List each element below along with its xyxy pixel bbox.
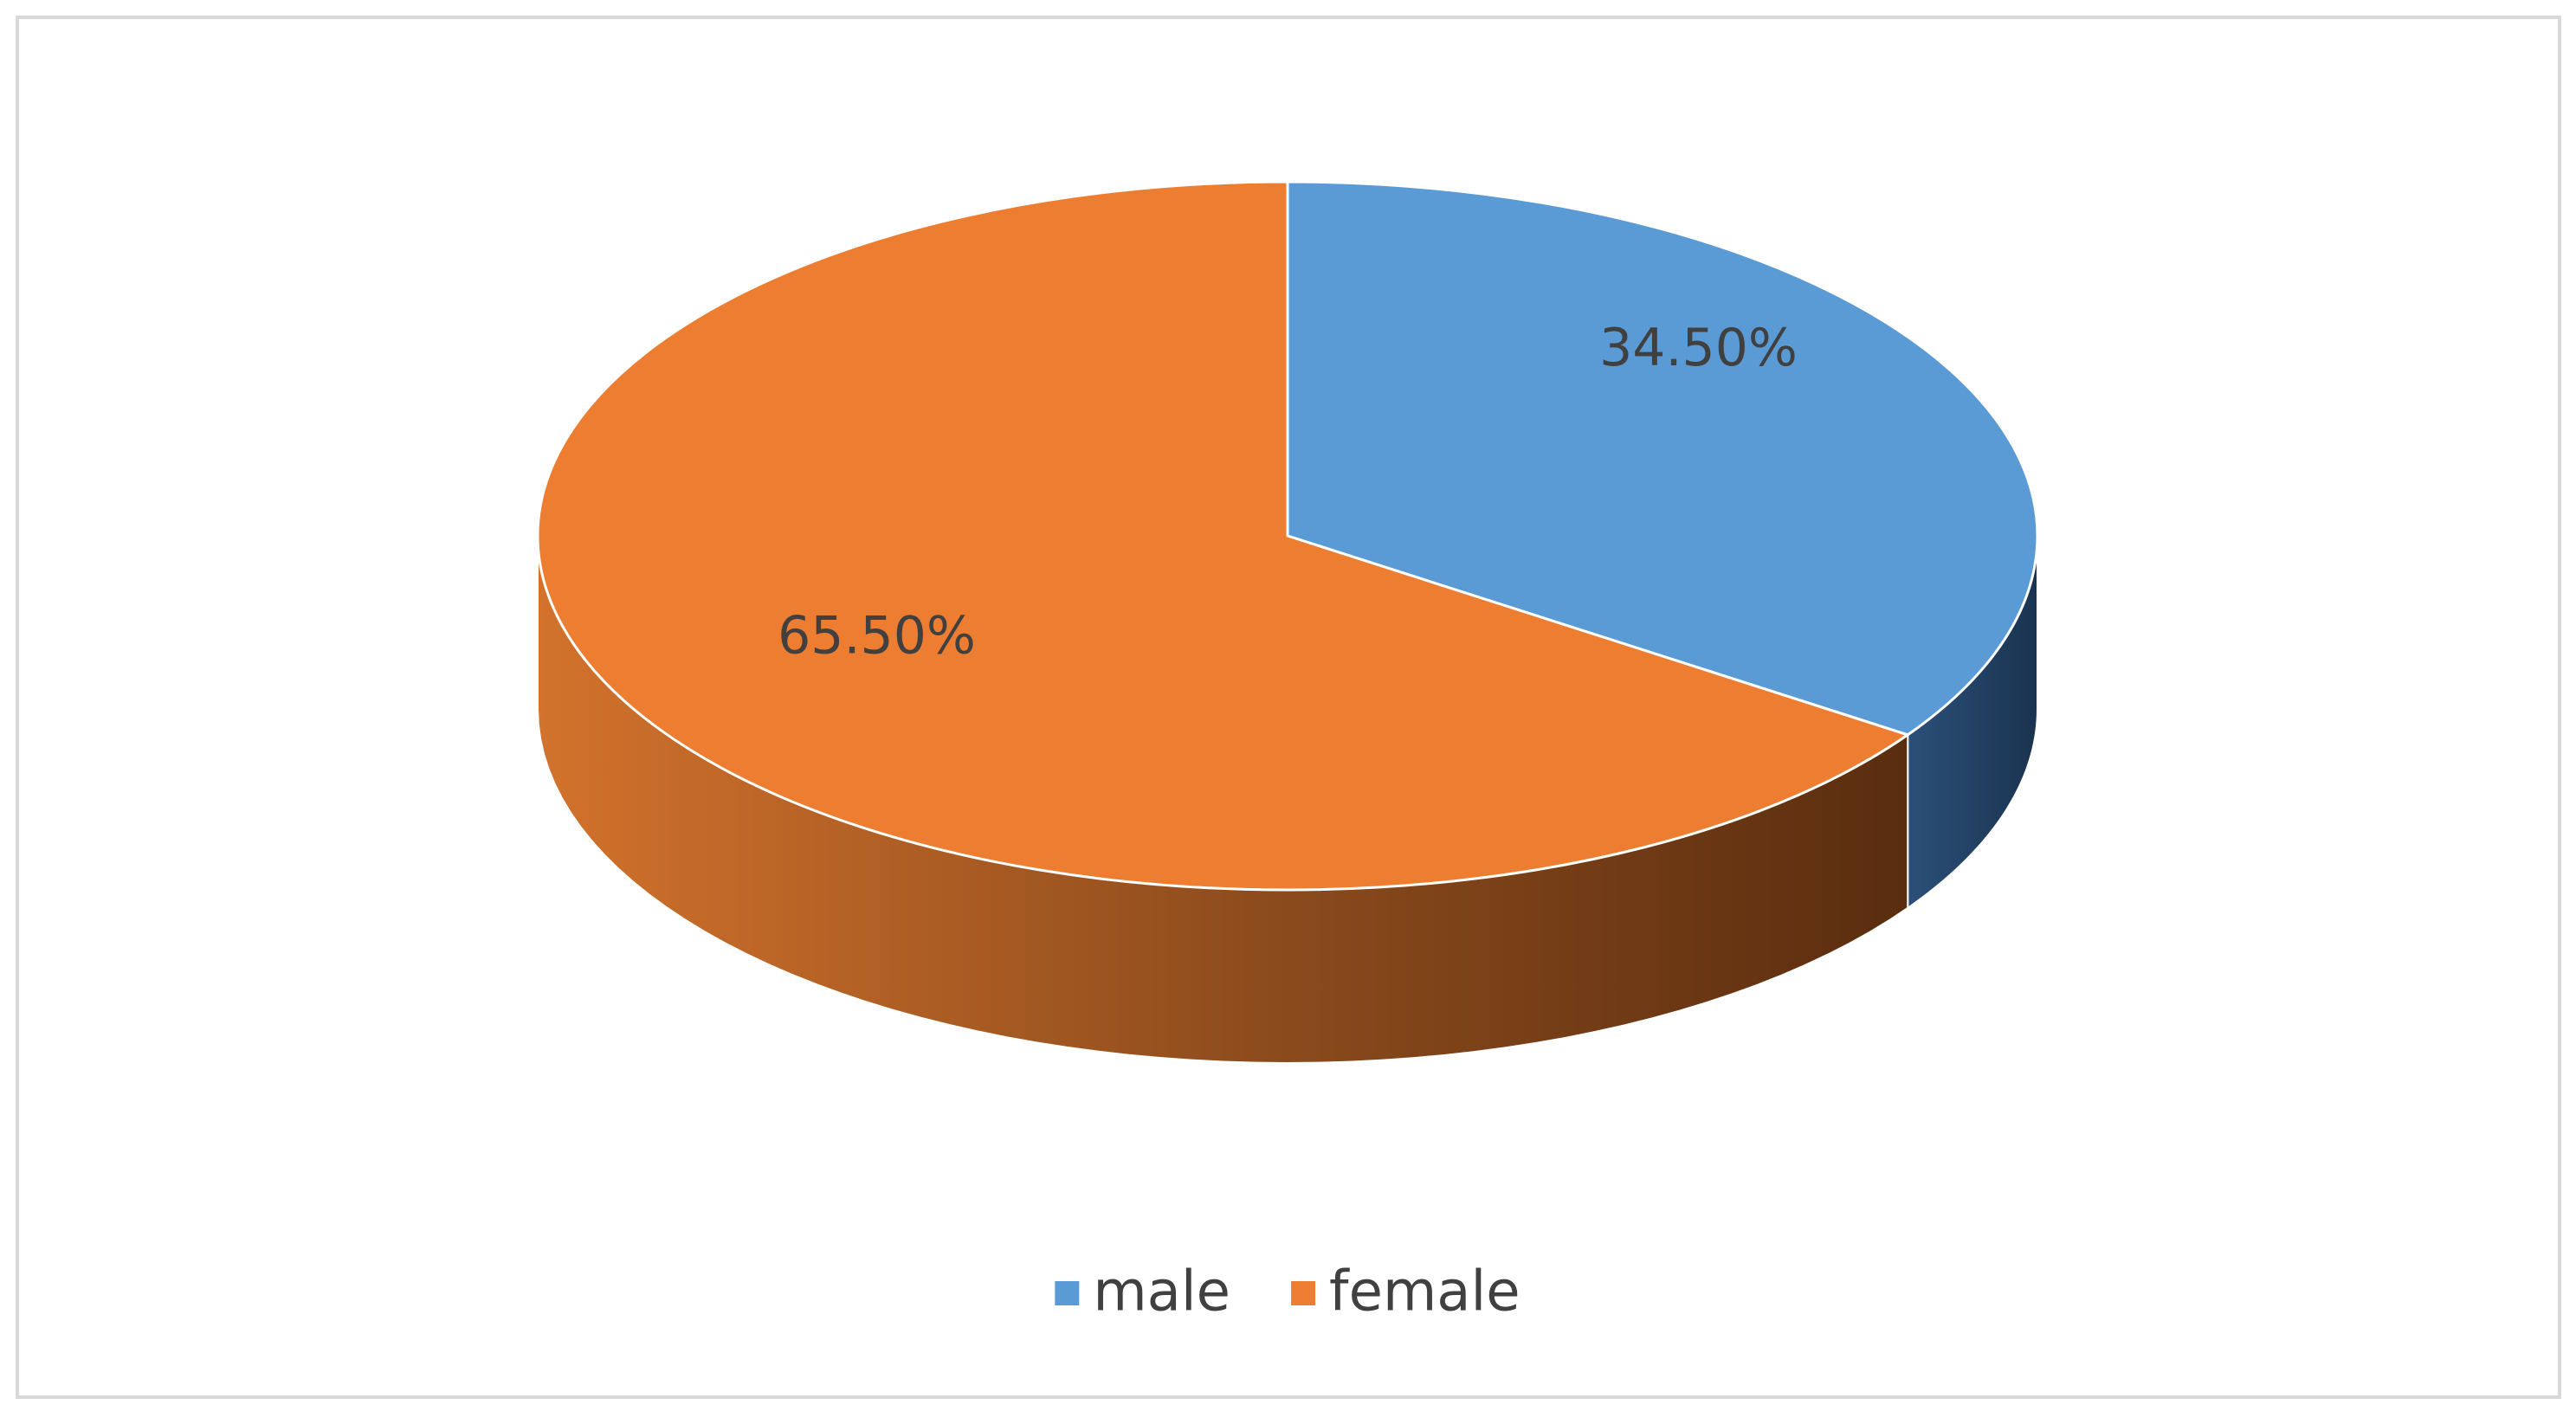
data-label: 65.50% [778, 605, 976, 666]
legend-swatch [1055, 1281, 1080, 1305]
legend-label: male [1093, 1260, 1230, 1324]
data-label: 34.50% [1599, 318, 1798, 378]
legend-swatch [1291, 1281, 1316, 1305]
slice [536, 180, 1909, 892]
legend-label: female [1329, 1260, 1520, 1324]
slice [1286, 180, 2039, 737]
legend: male female [1055, 1260, 1520, 1324]
